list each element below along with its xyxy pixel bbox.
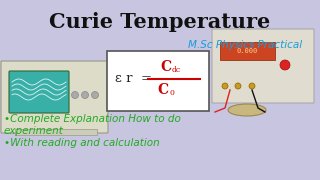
Circle shape <box>235 83 241 89</box>
Circle shape <box>71 91 78 98</box>
Text: 0.000: 0.000 <box>236 48 258 54</box>
FancyBboxPatch shape <box>1 61 108 133</box>
Text: M.Sc Physics Practical: M.Sc Physics Practical <box>188 40 302 50</box>
Circle shape <box>280 60 290 70</box>
Circle shape <box>249 83 255 89</box>
Bar <box>220 42 275 60</box>
Circle shape <box>222 83 228 89</box>
Text: ε r  =: ε r = <box>115 73 152 86</box>
Circle shape <box>92 91 99 98</box>
Text: experiment: experiment <box>4 126 64 136</box>
Text: dc: dc <box>172 66 181 74</box>
Text: C: C <box>160 60 172 74</box>
Text: •Complete Explanation How to do: •Complete Explanation How to do <box>4 114 181 124</box>
Text: C: C <box>157 83 169 97</box>
FancyBboxPatch shape <box>212 29 314 103</box>
Text: 0: 0 <box>169 89 174 97</box>
Text: •With reading and calculation: •With reading and calculation <box>4 138 160 148</box>
FancyBboxPatch shape <box>9 71 69 113</box>
FancyBboxPatch shape <box>107 51 209 111</box>
Circle shape <box>82 91 89 98</box>
Bar <box>15 129 97 135</box>
Text: Curie Temperature: Curie Temperature <box>49 12 271 32</box>
Ellipse shape <box>228 104 266 116</box>
